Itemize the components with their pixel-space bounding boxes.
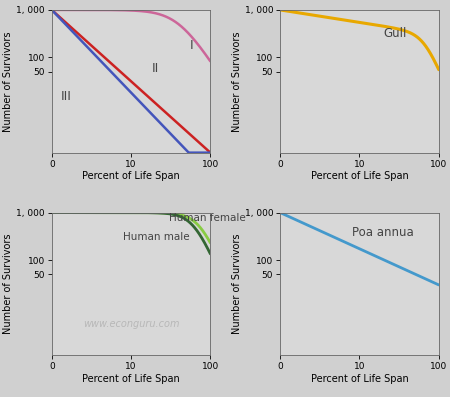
X-axis label: Percent of Life Span: Percent of Life Span bbox=[82, 172, 180, 181]
Y-axis label: Number of Survivors: Number of Survivors bbox=[232, 31, 242, 131]
Text: II: II bbox=[151, 62, 158, 75]
X-axis label: Percent of Life Span: Percent of Life Span bbox=[310, 172, 408, 181]
Text: www.econguru.com: www.econguru.com bbox=[83, 319, 179, 329]
X-axis label: Percent of Life Span: Percent of Life Span bbox=[82, 374, 180, 384]
Y-axis label: Number of Survivors: Number of Survivors bbox=[4, 31, 13, 131]
Y-axis label: Number of Survivors: Number of Survivors bbox=[4, 234, 13, 334]
Text: III: III bbox=[61, 90, 72, 103]
X-axis label: Percent of Life Span: Percent of Life Span bbox=[310, 374, 408, 384]
Text: Poa annua: Poa annua bbox=[352, 226, 414, 239]
Text: Gull: Gull bbox=[383, 27, 407, 40]
Text: Human male: Human male bbox=[123, 233, 190, 243]
Y-axis label: Number of Survivors: Number of Survivors bbox=[232, 234, 242, 334]
Text: I: I bbox=[190, 39, 194, 52]
Text: Human female: Human female bbox=[169, 213, 246, 223]
